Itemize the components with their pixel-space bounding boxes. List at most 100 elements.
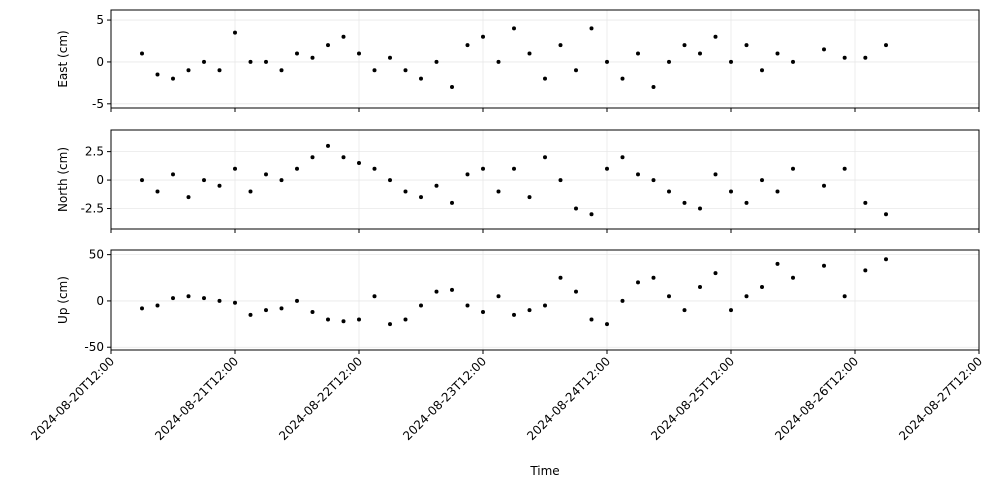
- x-tick-label: 2024-08-25T12:00: [648, 354, 737, 443]
- point: [558, 275, 563, 280]
- x-tick-label: 2024-08-22T12:00: [276, 354, 365, 443]
- point: [217, 68, 222, 73]
- point: [775, 189, 780, 194]
- point: [186, 195, 191, 200]
- y-axis-label: North (cm): [56, 147, 70, 212]
- point: [171, 76, 175, 81]
- point: [884, 43, 888, 48]
- point: [589, 317, 594, 322]
- point: [357, 161, 361, 165]
- point: [155, 189, 160, 194]
- y-tick-label: -5: [92, 97, 104, 111]
- point: [217, 298, 222, 303]
- x-tick-label: 2024-08-20T12:00: [28, 354, 117, 443]
- y-axis-label: Up (cm): [56, 276, 70, 324]
- point: [760, 68, 764, 73]
- point: [233, 30, 237, 35]
- point: [372, 294, 377, 299]
- point: [589, 26, 594, 31]
- point: [481, 34, 485, 39]
- point: [775, 51, 780, 56]
- point: [729, 308, 733, 313]
- point: [667, 294, 671, 299]
- point: [140, 306, 144, 311]
- plot-frame: [110, 129, 980, 230]
- y-tick-label: 0: [96, 173, 104, 187]
- point: [419, 76, 423, 81]
- point: [388, 55, 392, 60]
- point: [279, 306, 284, 311]
- point: [140, 51, 144, 56]
- point: [419, 303, 423, 308]
- point: [357, 317, 361, 322]
- plot-frame: [110, 249, 980, 351]
- point: [341, 319, 346, 324]
- point: [558, 43, 563, 48]
- point: [698, 285, 702, 290]
- point: [481, 310, 485, 315]
- point: [574, 68, 578, 73]
- point: [605, 322, 609, 327]
- point: [341, 155, 346, 160]
- point: [636, 280, 640, 285]
- point: [264, 308, 268, 313]
- point: [574, 206, 578, 211]
- point: [481, 166, 485, 171]
- point: [248, 312, 253, 317]
- point: [842, 166, 847, 171]
- point: [682, 200, 687, 205]
- point: [842, 55, 847, 60]
- point: [884, 257, 888, 262]
- point: [512, 166, 516, 171]
- point: [496, 59, 501, 64]
- point: [744, 200, 749, 205]
- point: [372, 166, 377, 171]
- point: [605, 166, 609, 171]
- point: [543, 155, 547, 160]
- point: [217, 183, 222, 188]
- point: [496, 189, 501, 194]
- point: [620, 76, 625, 81]
- point: [326, 43, 330, 48]
- point: [651, 275, 656, 280]
- point: [388, 178, 392, 183]
- y-tick-label: 2.5: [85, 145, 104, 159]
- point: [791, 166, 795, 171]
- point: [326, 143, 330, 148]
- point: [155, 72, 160, 77]
- point: [543, 303, 547, 308]
- point: [233, 166, 237, 171]
- point: [248, 189, 253, 194]
- subplot: -50 0 50 2024-08-20T12:00 2024-08-21T12:00 20…: [28, 248, 985, 478]
- point: [295, 298, 299, 303]
- point: [419, 195, 423, 200]
- point: [760, 178, 764, 183]
- point: [465, 43, 470, 48]
- point: [341, 34, 346, 39]
- point: [279, 178, 284, 183]
- point: [636, 51, 640, 56]
- point: [822, 263, 826, 268]
- x-tick-label: 2024-08-27T12:00: [896, 354, 985, 443]
- point: [450, 200, 454, 205]
- point: [248, 59, 253, 64]
- point: [388, 322, 392, 327]
- x-axis-label: Time: [529, 464, 559, 478]
- plot-frame: [110, 9, 980, 109]
- point: [682, 308, 687, 313]
- point: [651, 85, 656, 90]
- point: [713, 271, 718, 276]
- point: [651, 178, 656, 183]
- point: [403, 317, 408, 322]
- x-tick-label: 2024-08-24T12:00: [524, 354, 613, 443]
- point: [310, 310, 315, 315]
- point: [372, 68, 377, 73]
- point: [589, 212, 594, 217]
- point: [842, 294, 847, 299]
- point: [202, 296, 206, 301]
- y-axis-label: East (cm): [56, 30, 70, 87]
- point: [884, 212, 888, 217]
- point: [744, 294, 749, 299]
- point: [171, 296, 175, 301]
- y-tick-label: 5: [96, 13, 104, 27]
